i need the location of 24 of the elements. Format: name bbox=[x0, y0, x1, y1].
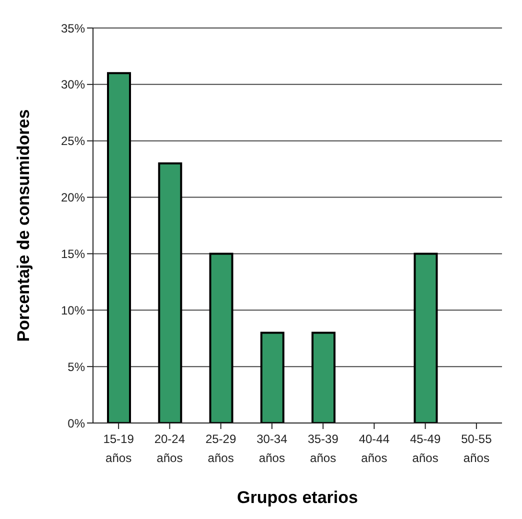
y-tick-label: 10% bbox=[60, 303, 86, 318]
x-tick-label: 20-24 años bbox=[154, 432, 186, 465]
x-tick-label: 50-55 años bbox=[461, 432, 492, 465]
x-tick-label: 45-49 años bbox=[410, 432, 441, 465]
x-tick-label: 25-29 años bbox=[205, 432, 236, 465]
y-tick-label: 5% bbox=[68, 360, 86, 374]
bar bbox=[260, 332, 284, 423]
x-tick-label: 40-44 años bbox=[358, 432, 390, 465]
bar bbox=[312, 332, 336, 423]
x-tick-label: 15-19 años bbox=[103, 432, 134, 465]
bar bbox=[158, 162, 182, 423]
x-tick-label: 35-39 años bbox=[308, 432, 339, 465]
y-axis-title: Porcentaje de consumidores bbox=[14, 109, 34, 342]
y-tick-label: 25% bbox=[60, 134, 86, 148]
y-tick-label: 35% bbox=[60, 21, 86, 36]
bar bbox=[209, 252, 234, 423]
y-tick-label: 0% bbox=[68, 416, 86, 430]
y-tick-label: 15% bbox=[60, 246, 86, 261]
y-tick-label: 20% bbox=[60, 190, 86, 205]
bar bbox=[414, 252, 438, 423]
x-tick-label: 30-34 años bbox=[256, 432, 288, 465]
x-axis-title: Grupos etarios bbox=[237, 488, 358, 507]
y-tick-label: 30% bbox=[60, 78, 86, 92]
bar bbox=[107, 72, 131, 423]
